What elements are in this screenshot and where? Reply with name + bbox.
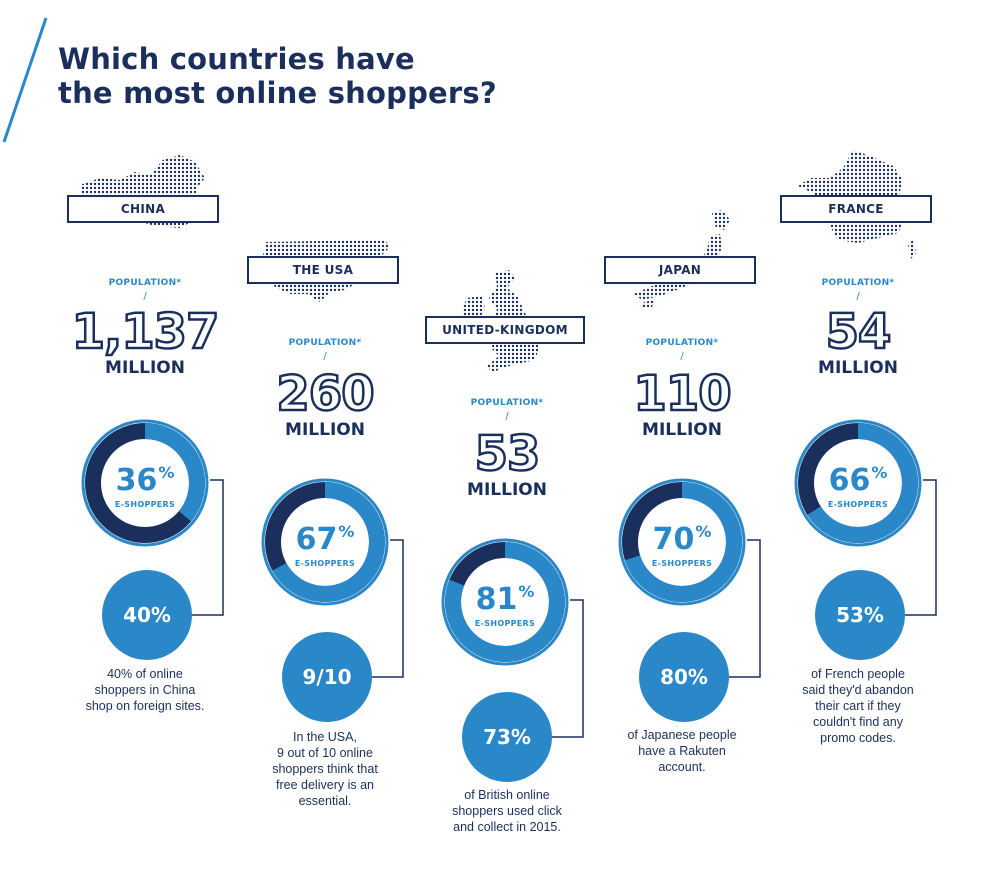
country-name-box: THE USA [247, 256, 399, 284]
fact-description: 40% of online shoppers in China shop on … [85, 667, 205, 713]
population-slash: / [143, 291, 147, 302]
fact-description: of British online shoppers used click an… [452, 788, 562, 834]
population-value: 54 [824, 304, 892, 360]
fact-description: of Japanese people have a Rakuten accoun… [627, 728, 737, 774]
country-name-box: CHINA [67, 195, 219, 223]
population-unit: MILLION [642, 420, 722, 440]
country-name-box: JAPAN [604, 256, 756, 284]
country-column-france: FRANCE POPULATION* / 54 MILLION 66% E-SH… [758, 0, 958, 871]
fact-description: of French people said they'd abandon the… [802, 667, 914, 745]
population-label: POPULATION* [645, 338, 719, 348]
fact-circle: 9/10 [282, 632, 372, 722]
eshoppers-percent: 36% [115, 462, 175, 498]
eshoppers-label: E-SHOPPERS [651, 558, 713, 568]
population-unit: MILLION [285, 420, 365, 440]
eshoppers-donut-label: 81% E-SHOPPERS [440, 537, 570, 667]
population-label: POPULATION* [108, 278, 182, 288]
population-value: 260 [275, 366, 376, 422]
population-unit: MILLION [105, 358, 185, 378]
population-slash: / [323, 351, 327, 362]
country-column-uk: UNITED-KINGDOM POPULATION* / 53 MILLION … [407, 0, 607, 871]
population-unit: MILLION [467, 480, 547, 500]
eshoppers-donut-label: 36% E-SHOPPERS [80, 418, 210, 548]
eshoppers-percent: 70% [652, 521, 712, 557]
eshoppers-label: E-SHOPPERS [474, 618, 536, 628]
population-label: POPULATION* [470, 398, 544, 408]
country-name-box: FRANCE [780, 195, 932, 223]
eshoppers-donut-label: 67% E-SHOPPERS [260, 477, 390, 607]
population-slash: / [856, 291, 860, 302]
eshoppers-label: E-SHOPPERS [294, 558, 356, 568]
country-column-china: CHINA POPULATION* / 1,137 MILLION 36% E-… [45, 0, 245, 871]
population-slash: / [680, 351, 684, 362]
eshoppers-label: E-SHOPPERS [114, 499, 176, 509]
population-label: POPULATION* [288, 338, 362, 348]
fact-circle: 53% [815, 570, 905, 660]
page-title: Which countries have the most online sho… [58, 42, 497, 110]
title-line-2: the most online shoppers? [58, 76, 497, 110]
eshoppers-percent: 67% [295, 521, 355, 557]
population-value: 110 [632, 366, 733, 422]
population-unit: MILLION [818, 358, 898, 378]
population-value: 1,137 [70, 304, 220, 360]
eshoppers-donut-label: 66% E-SHOPPERS [793, 418, 923, 548]
fact-circle: 40% [102, 570, 192, 660]
eshoppers-label: E-SHOPPERS [827, 499, 889, 509]
population-slash: / [505, 411, 509, 422]
eshoppers-percent: 81% [475, 581, 535, 617]
country-name-box: UNITED-KINGDOM [425, 316, 585, 344]
title-line-1: Which countries have [58, 42, 415, 76]
fact-circle: 73% [462, 692, 552, 782]
eshoppers-donut-label: 70% E-SHOPPERS [617, 477, 747, 607]
fact-description: In the USA, 9 out of 10 online shoppers … [272, 730, 378, 808]
country-column-usa: THE USA POPULATION* / 260 MILLION 67% E-… [225, 0, 425, 871]
country-column-japan: JAPAN POPULATION* / 110 MILLION 70% E-SH… [582, 0, 782, 871]
fact-circle: 80% [639, 632, 729, 722]
accent-slash-decoration [2, 17, 48, 143]
population-value: 53 [473, 426, 541, 482]
population-label: POPULATION* [821, 278, 895, 288]
eshoppers-percent: 66% [828, 462, 888, 498]
